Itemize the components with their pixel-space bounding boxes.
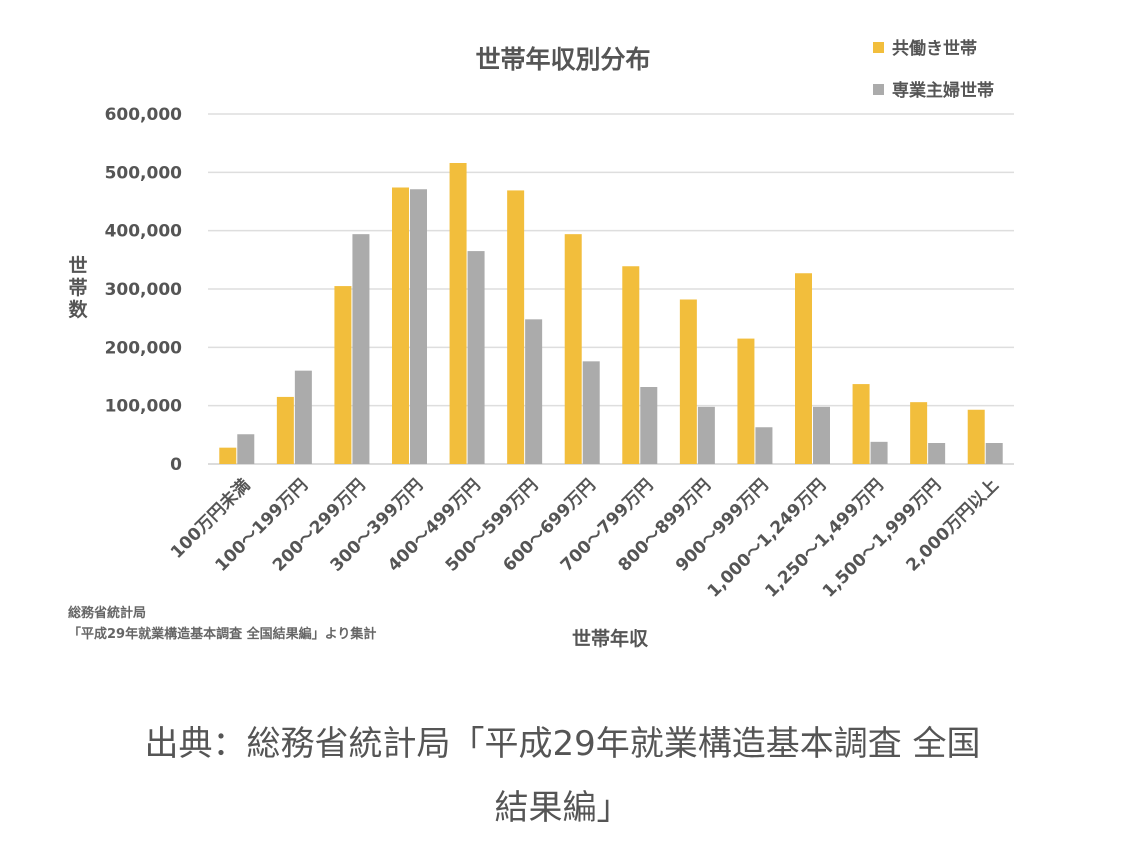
legend: 共働き世帯 専業主婦世帯 bbox=[873, 38, 994, 101]
bar bbox=[813, 406, 830, 464]
bar bbox=[219, 447, 237, 464]
bar bbox=[525, 319, 543, 464]
legend-label-housewife: 専業主婦世帯 bbox=[892, 80, 994, 101]
y-tick-label: 0 bbox=[170, 455, 182, 475]
bar bbox=[985, 443, 1003, 464]
source-note-line-1: 総務省統計局 bbox=[68, 605, 146, 621]
legend-label-dual-income: 共働き世帯 bbox=[892, 38, 977, 59]
y-axis-label: 世帯数 bbox=[68, 255, 88, 321]
bar bbox=[870, 441, 888, 464]
bars bbox=[219, 163, 1003, 464]
y-tick-label: 400,000 bbox=[105, 222, 183, 242]
grid-lines bbox=[208, 113, 1014, 465]
bar bbox=[679, 299, 697, 464]
bar bbox=[237, 434, 255, 464]
bar bbox=[755, 427, 773, 464]
chart-title: 世帯年収別分布 bbox=[475, 45, 650, 74]
source-note: 総務省統計局 「平成29年就業構造基本調査 全国結果編」より集計 bbox=[68, 605, 376, 642]
y-tick-label: 500,000 bbox=[105, 163, 183, 183]
bar bbox=[622, 266, 640, 464]
x-tick-labels: 100万円未満100～199万円200～299万円300～399万円400～49… bbox=[166, 475, 1002, 602]
bar-chart: 0 100,000 200,000 300,000 400,000 500,000 600,… bbox=[68, 38, 1014, 650]
y-tick-labels: 0 100,000 200,000 300,000 400,000 500,000 600,… bbox=[105, 105, 183, 475]
y-tick-label: 100,000 bbox=[105, 397, 183, 417]
caption-line-2: 結果編」 bbox=[494, 788, 631, 828]
bar bbox=[967, 409, 985, 464]
bar bbox=[449, 163, 467, 464]
x-axis-label: 世帯年収 bbox=[572, 627, 649, 650]
bar bbox=[276, 396, 294, 464]
bar bbox=[507, 190, 525, 464]
legend-swatch-housewife bbox=[873, 84, 884, 95]
y-tick-label: 200,000 bbox=[105, 338, 183, 358]
y-tick-label: 300,000 bbox=[105, 280, 183, 300]
bar bbox=[294, 370, 312, 464]
y-tick-label: 600,000 bbox=[105, 105, 183, 125]
bar bbox=[564, 234, 582, 464]
bar bbox=[795, 273, 812, 464]
bar bbox=[410, 189, 427, 464]
bar bbox=[334, 286, 352, 464]
bar bbox=[352, 234, 370, 464]
source-note-line-2: 「平成29年就業構造基本調査 全国結果編」より集計 bbox=[68, 626, 376, 642]
caption-line-1: 出典：総務省統計局「平成29年就業構造基本調査 全国 bbox=[144, 724, 981, 764]
bar bbox=[640, 387, 658, 464]
bar bbox=[582, 361, 600, 464]
bar bbox=[467, 251, 485, 464]
bar bbox=[737, 338, 755, 464]
bar bbox=[928, 443, 946, 464]
bar bbox=[392, 187, 409, 464]
svg-text:世帯数: 世帯数 bbox=[68, 255, 88, 321]
bar bbox=[910, 402, 928, 464]
bar bbox=[852, 384, 870, 464]
legend-swatch-dual-income bbox=[873, 42, 884, 53]
bar bbox=[697, 406, 715, 464]
